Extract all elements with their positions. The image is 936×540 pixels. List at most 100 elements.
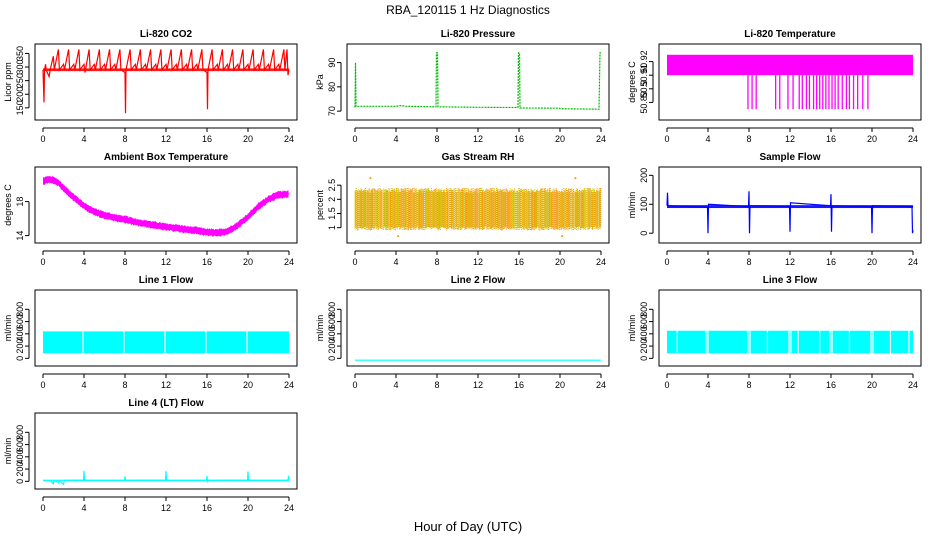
li-820-co2-panel: Li-820 CO2 0 4 8 12 16 20 24 150200250300350Lico… <box>3 29 298 144</box>
li-820-pressure-y-tick-1: 80 <box>327 82 337 92</box>
ambient-box-temperature-title: Ambient Box Temperature <box>104 152 229 163</box>
line-1-flow-panel: Line 1 Flow 0 4 8 12 16 20 24 0 200400600800ml/mi… <box>3 275 298 390</box>
sample-flow-y-label: ml/min <box>627 192 637 219</box>
li-820-pressure-y-label: kPa <box>315 74 325 90</box>
line-3-flow-x-tick-20: 20 <box>867 380 877 390</box>
line-1-flow-frame <box>34 289 298 367</box>
line-1-flow-x-tick-4: 4 <box>81 380 86 390</box>
line-4-lt-flow-y-tick-1: 200 <box>15 462 25 477</box>
ambient-box-temperature-x-tick-20: 20 <box>243 257 253 267</box>
line-1-flow-value-band <box>43 331 289 354</box>
li-820-temperature-x-tick-24: 24 <box>908 134 918 144</box>
ambient-box-temperature-series-0 <box>42 178 290 234</box>
line-2-flow-x-tick-8: 8 <box>434 380 439 390</box>
li-820-co2-x-tick-24: 24 <box>284 134 294 144</box>
sample-flow-x-tick-12: 12 <box>785 257 795 267</box>
li-820-pressure-x-tick-0: 0 <box>352 134 357 144</box>
li-820-co2-x-tick-0: 0 <box>40 134 45 144</box>
ambient-box-temperature-panel: Ambient Box Temperature 0 4 8 12 16 20 24 14 18de… <box>3 152 298 267</box>
line-2-flow-x-tick-4: 4 <box>393 380 398 390</box>
li-820-temperature-y-tick-0: 50.89 <box>639 91 649 114</box>
gas-stream-rh-x-tick-12: 12 <box>473 257 483 267</box>
line-3-flow-y-tick-3: 600 <box>639 314 649 329</box>
li-820-pressure-x-tick-20: 20 <box>555 134 565 144</box>
line-4-lt-flow-frame <box>34 412 298 490</box>
ambient-box-temperature-frame <box>34 166 298 244</box>
gas-stream-rh-x-tick-24: 24 <box>596 257 606 267</box>
gas-stream-rh-frame <box>346 166 610 244</box>
line-2-flow-x-tick-12: 12 <box>473 380 483 390</box>
line-1-flow-y-tick-2: 400 <box>15 326 25 341</box>
li-820-temperature-value-band <box>667 54 913 76</box>
line-4-lt-flow-x-tick-12: 12 <box>161 503 171 513</box>
line-1-flow-x-tick-8: 8 <box>122 380 127 390</box>
sample-flow-x-tick-20: 20 <box>867 257 877 267</box>
ambient-box-temperature-y-tick-1: 18 <box>15 197 25 207</box>
sample-flow-title: Sample Flow <box>759 152 820 163</box>
line-4-lt-flow-x-tick-20: 20 <box>243 503 253 513</box>
line-4-lt-flow-x-tick-4: 4 <box>81 503 86 513</box>
line-4-lt-flow-y-tick-3: 600 <box>15 437 25 452</box>
li-820-temperature-y-tick-2: 50.91 <box>639 64 649 87</box>
li-820-temperature-x-tick-20: 20 <box>867 134 877 144</box>
line-1-flow-x-tick-16: 16 <box>202 380 212 390</box>
li-820-co2-x-tick-4: 4 <box>81 134 86 144</box>
sample-flow-frame <box>658 166 922 244</box>
li-820-co2-noise-band <box>43 68 289 72</box>
line-3-flow-x-tick-16: 16 <box>826 380 836 390</box>
ambient-box-temperature-plot-area <box>42 175 290 237</box>
gas-stream-rh-y-tick-3: 2.5 <box>327 179 337 192</box>
sample-flow-y-tick-0: 0 <box>639 231 649 236</box>
line-4-lt-flow-y-tick-0: 0 <box>15 479 25 484</box>
line-2-flow-frame <box>346 289 610 367</box>
sample-flow-y-tick-1: 100 <box>639 197 649 212</box>
sample-flow-x-tick-8: 8 <box>746 257 751 267</box>
li-820-temperature-frame <box>658 43 922 121</box>
li-820-temperature-x-tick-16: 16 <box>826 134 836 144</box>
line-3-flow-frame <box>658 289 922 367</box>
line-1-flow-y-tick-1: 200 <box>15 339 25 354</box>
line-4-lt-flow-title: Line 4 (LT) Flow <box>128 398 204 409</box>
line-1-flow-x-tick-0: 0 <box>40 380 45 390</box>
li-820-co2-y-tick-4: 350 <box>15 46 25 61</box>
line-1-flow-y-tick-3: 600 <box>15 314 25 329</box>
line-4-lt-flow-y-tick-2: 400 <box>15 449 25 464</box>
sample-flow-plot-area <box>666 191 914 234</box>
li-820-temperature-x-tick-0: 0 <box>664 134 669 144</box>
li-820-temperature-x-tick-4: 4 <box>705 134 710 144</box>
line-1-flow-x-tick-12: 12 <box>161 380 171 390</box>
line-4-lt-flow-plot-area <box>42 470 290 486</box>
line-2-flow-y-tick-0: 0 <box>327 356 337 361</box>
li-820-co2-title: Li-820 CO2 <box>140 29 193 40</box>
li-820-co2-plot-area <box>42 49 290 114</box>
sample-flow-series-0 <box>666 191 914 234</box>
line-4-lt-flow-y-label: ml/min <box>3 438 13 465</box>
gas-stream-rh-plot-area <box>354 177 602 238</box>
line-3-flow-plot-area <box>667 330 913 354</box>
gas-stream-rh-outlier-1 <box>397 235 400 238</box>
line-4-lt-flow-series-0 <box>42 470 290 486</box>
line-1-flow-title: Line 1 Flow <box>139 275 194 286</box>
line-3-flow-value-band <box>667 330 913 354</box>
line-2-flow-x-tick-16: 16 <box>514 380 524 390</box>
line-2-flow-x-tick-24: 24 <box>596 380 606 390</box>
line-2-flow-y-label: ml/min <box>315 315 325 342</box>
line-1-flow-y-label: ml/min <box>3 315 13 342</box>
figure-title: RBA_120115 1 Hz Diagnostics <box>386 3 550 17</box>
line-4-lt-flow-x-tick-8: 8 <box>122 503 127 513</box>
line-1-flow-y-tick-4: 800 <box>15 302 25 317</box>
gas-stream-rh-x-tick-0: 0 <box>352 257 357 267</box>
li-820-co2-y-label: Licor ppm <box>3 62 13 102</box>
ambient-box-temperature-x-tick-24: 24 <box>284 257 294 267</box>
line-3-flow-y-tick-0: 0 <box>639 356 649 361</box>
ambient-box-temperature-x-tick-0: 0 <box>40 257 45 267</box>
ambient-box-temperature-x-tick-12: 12 <box>161 257 171 267</box>
line-1-flow-y-tick-0: 0 <box>15 356 25 361</box>
li-820-temperature-title: Li-820 Temperature <box>744 29 836 40</box>
li-820-pressure-x-tick-12: 12 <box>473 134 483 144</box>
